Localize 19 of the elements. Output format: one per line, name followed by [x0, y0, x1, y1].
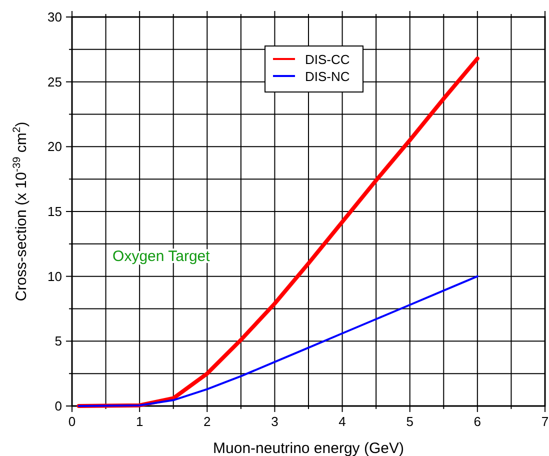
- x-tick-label: 2: [204, 414, 211, 429]
- legend-label: DIS-CC: [305, 52, 350, 67]
- x-tick-label: 4: [338, 414, 346, 429]
- x-axis-title: Muon-neutrino energy (GeV): [213, 440, 404, 456]
- x-tick-label: 7: [541, 414, 549, 429]
- x-tick-label: 0: [68, 414, 76, 429]
- y-tick-label: 10: [48, 268, 62, 284]
- y-tick-label: 30: [48, 10, 62, 24]
- x-tick-label: 3: [271, 414, 278, 429]
- line-series: [78, 275, 478, 407]
- y-tick-label: 25: [48, 74, 62, 90]
- y-tick-label: 5: [54, 334, 62, 349]
- x-tick-label: 5: [406, 414, 414, 429]
- x-tick-label: 1: [136, 414, 144, 429]
- y-tick-label: 0: [54, 398, 62, 414]
- legend-label: DIS-NC: [305, 69, 350, 84]
- x-tick-label: 6: [474, 414, 482, 429]
- y-tick-label: 20: [48, 139, 62, 154]
- y-tick-label: 15: [48, 204, 62, 219]
